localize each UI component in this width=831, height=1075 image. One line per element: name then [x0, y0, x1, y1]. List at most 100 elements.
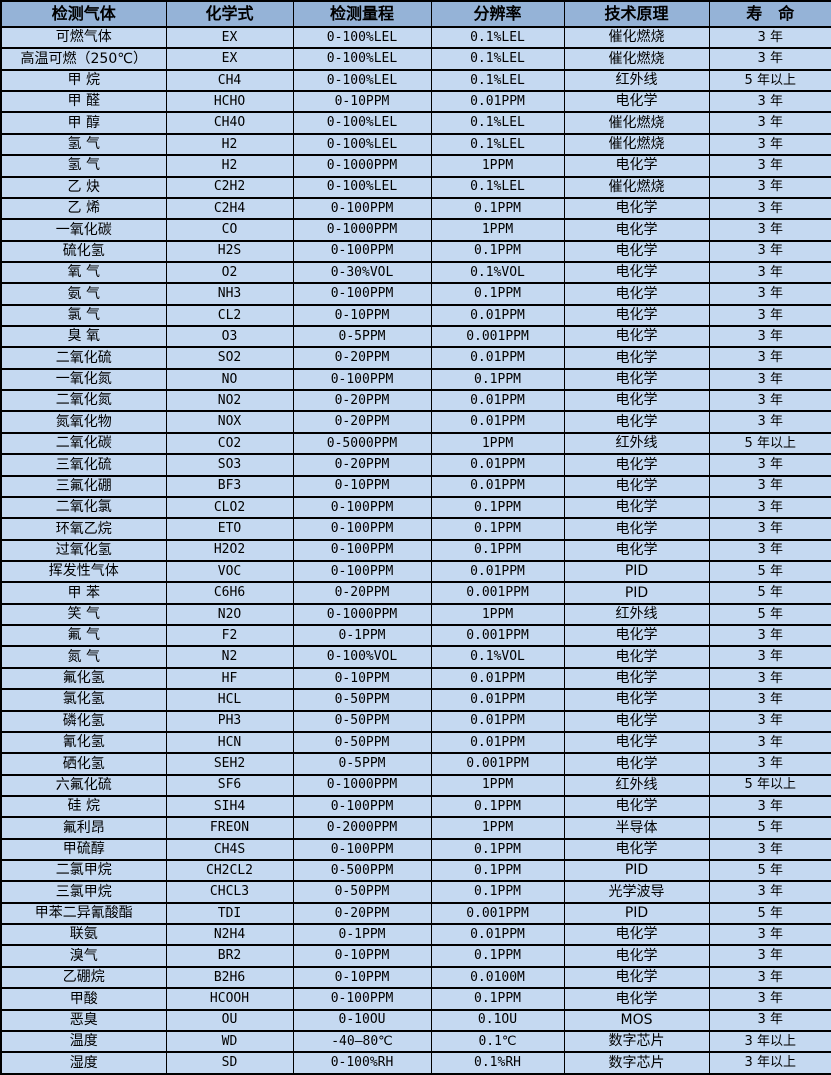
lifespan-cell: 3 年: [708, 367, 831, 392]
gas-name-cell: 乙 烯: [0, 196, 167, 221]
resolution-cell: 1PPM: [430, 816, 565, 840]
table-row: 甲酸 HCOOH 0-100PPM 0.1PPM 电化学 3 年: [0, 987, 831, 1011]
col-header-formula: 化学式: [165, 0, 294, 28]
formula-cell: WD: [165, 1029, 294, 1054]
range-cell: 0-100PPM: [292, 239, 432, 263]
gas-name-cell: 二氧化碳: [0, 431, 167, 456]
table-row: 甲 醛 HCHO 0-10PPM 0.01PPM 电化学 3 年: [0, 90, 831, 114]
formula-cell: SD: [165, 1051, 294, 1075]
resolution-cell: 0.1PPM: [430, 837, 565, 862]
resolution-cell: 0.1PPM: [430, 794, 565, 819]
table-row: 湿度 SD 0-100%RH 0.1%RH 数字芯片 3 年以上: [0, 1051, 831, 1075]
lifespan-cell: 3 年: [708, 538, 831, 563]
resolution-cell: 1PPM: [430, 773, 565, 797]
gas-name-cell: 氟化氢: [0, 666, 167, 691]
table-row: 硫化氢 H2S 0-100PPM 0.1PPM 电化学 3 年: [0, 239, 831, 263]
lifespan-cell: 3 年: [708, 880, 831, 904]
formula-cell: N2H4: [165, 923, 294, 947]
gas-name-cell: 联氨: [0, 923, 167, 947]
resolution-cell: 0.1PPM: [430, 538, 565, 563]
header-row: 检测气体 化学式 检测量程 分辨率 技术原理 寿 命: [0, 0, 831, 28]
range-cell: 0-100PPM: [292, 517, 432, 541]
resolution-cell: 0.1PPM: [430, 282, 565, 306]
gas-name-cell: 甲硫醇: [0, 837, 167, 862]
lifespan-cell: 3 年: [708, 837, 831, 862]
gas-name-cell: 硅 烷: [0, 794, 167, 819]
principle-cell: 半导体: [563, 816, 710, 840]
range-cell: 0-100%LEL: [292, 132, 432, 157]
principle-cell: 电化学: [563, 923, 710, 947]
lifespan-cell: 3 年: [708, 175, 831, 199]
lifespan-cell: 3 年: [708, 346, 831, 370]
formula-cell: BF3: [165, 474, 294, 498]
gas-name-cell: 氮 气: [0, 645, 167, 669]
lifespan-cell: 5 年: [708, 816, 831, 840]
principle-cell: 电化学: [563, 495, 710, 520]
principle-cell: 数字芯片: [563, 1029, 710, 1054]
gas-name-cell: 甲酸: [0, 987, 167, 1011]
resolution-cell: 0.1PPM: [430, 944, 565, 968]
table-row: 三氧化硫 SO3 0-20PPM 0.01PPM 电化学 3 年: [0, 453, 831, 477]
formula-cell: F2: [165, 624, 294, 648]
lifespan-cell: 3 年: [708, 987, 831, 1011]
principle-cell: 电化学: [563, 944, 710, 968]
principle-cell: 电化学: [563, 239, 710, 263]
range-cell: 0-1000PPM: [292, 602, 432, 627]
resolution-cell: 0.01PPM: [430, 453, 565, 477]
gas-name-cell: 二氧化硫: [0, 346, 167, 370]
resolution-cell: 0.1%LEL: [430, 175, 565, 199]
principle-cell: 电化学: [563, 517, 710, 541]
gas-name-cell: 三氧化硫: [0, 453, 167, 477]
gas-name-cell: 可燃气体: [0, 25, 167, 50]
range-cell: 0-20PPM: [292, 581, 432, 605]
table-row: 一氧化碳 CO 0-1000PPM 1PPM 电化学 3 年: [0, 218, 831, 242]
resolution-cell: 0.01PPM: [430, 389, 565, 413]
resolution-cell: 0.1PPM: [430, 858, 565, 883]
principle-cell: PID: [563, 901, 710, 926]
resolution-cell: 0.01PPM: [430, 709, 565, 733]
table-row: 磷化氢 PH3 0-50PPM 0.01PPM 电化学 3 年: [0, 709, 831, 733]
lifespan-cell: 3 年: [708, 923, 831, 947]
table-row: 一氧化氮 NO 0-100PPM 0.1PPM 电化学 3 年: [0, 367, 831, 392]
lifespan-cell: 3 年: [708, 944, 831, 968]
gas-name-cell: 氰化氢: [0, 730, 167, 755]
range-cell: 0-100%LEL: [292, 25, 432, 50]
resolution-cell: 0.01PPM: [430, 303, 565, 328]
principle-cell: 电化学: [563, 752, 710, 776]
range-cell: 0-100PPM: [292, 794, 432, 819]
gas-name-cell: 甲 醛: [0, 90, 167, 114]
range-cell: 0-100%LEL: [292, 175, 432, 199]
formula-cell: CL2: [165, 303, 294, 328]
range-cell: 0-20PPM: [292, 346, 432, 370]
formula-cell: NO: [165, 367, 294, 392]
lifespan-cell: 3 年: [708, 154, 831, 178]
gas-name-cell: 恶臭: [0, 1008, 167, 1032]
table-row: 氰化氢 HCN 0-50PPM 0.01PPM 电化学 3 年: [0, 730, 831, 755]
formula-cell: SIH4: [165, 794, 294, 819]
formula-cell: C6H6: [165, 581, 294, 605]
table-row: 氨 气 NH3 0-100PPM 0.1PPM 电化学 3 年: [0, 282, 831, 306]
formula-cell: VOC: [165, 559, 294, 584]
range-cell: 0-100%VOL: [292, 645, 432, 669]
principle-cell: 电化学: [563, 794, 710, 819]
formula-cell: SEH2: [165, 752, 294, 776]
resolution-cell: 1PPM: [430, 602, 565, 627]
col-header-principle: 技术原理: [563, 0, 710, 28]
formula-cell: B2H6: [165, 965, 294, 990]
gas-name-cell: 环氧乙烷: [0, 517, 167, 541]
lifespan-cell: 3 年: [708, 389, 831, 413]
principle-cell: 催化燃烧: [563, 175, 710, 199]
gas-name-cell: 过氧化氢: [0, 538, 167, 563]
principle-cell: 红外线: [563, 773, 710, 797]
range-cell: 0-100PPM: [292, 282, 432, 306]
principle-cell: 红外线: [563, 431, 710, 456]
formula-cell: N2O: [165, 602, 294, 627]
principle-cell: 电化学: [563, 709, 710, 733]
resolution-cell: 0.001PPM: [430, 752, 565, 776]
gas-name-cell: 臭 氧: [0, 325, 167, 349]
formula-cell: CO: [165, 218, 294, 242]
resolution-cell: 0.01PPM: [430, 346, 565, 370]
gas-name-cell: 氧 气: [0, 260, 167, 285]
formula-cell: CH4S: [165, 837, 294, 862]
